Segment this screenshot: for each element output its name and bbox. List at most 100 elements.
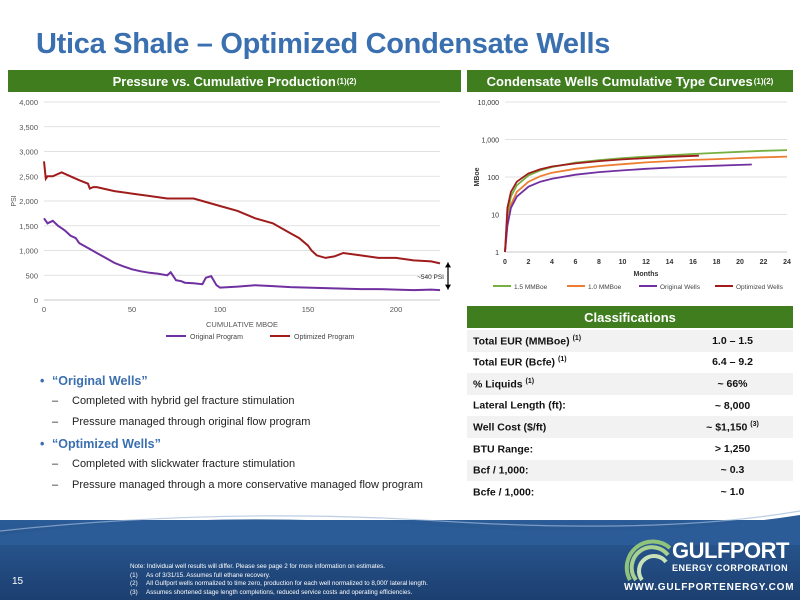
classification-value-text: > 1,250 <box>714 442 751 455</box>
y-tick-label: 2,500 <box>19 172 38 181</box>
classification-label-text: % Liquids <box>473 378 526 391</box>
footnote-1-text: As of 3/31/15. Assumes full ethane recov… <box>146 571 271 579</box>
bullet-optimized-item-2: Pressure managed through a more conserva… <box>52 479 452 491</box>
classification-row: Total EUR (MMBoe) (1) 1.0 – 1.5 <box>467 330 793 352</box>
y-tick-label: 10,000 <box>478 100 500 107</box>
bullet-optimized-title: “Optimized Wells” <box>40 437 452 451</box>
y-tick-label: 100 <box>487 175 499 182</box>
annotation-arrow-head-bottom <box>445 284 451 290</box>
classification-row: Lateral Length (ft): ~ 8,000 <box>467 395 793 417</box>
bullet-original-item-2: Pressure managed through original flow p… <box>52 416 452 428</box>
footnotes: Note: Individual well results will diffe… <box>130 563 600 597</box>
y-tick-label: 500 <box>25 271 38 280</box>
classifications-header-text: Classifications <box>584 309 676 325</box>
type-curve-header: Condensate Wells Cumulative Type Curves … <box>467 70 793 92</box>
y-tick-label: 3,000 <box>19 148 38 157</box>
footnote-intro: Note: Individual well results will diffe… <box>130 563 386 570</box>
legend-label: Optimized Wells <box>736 284 784 291</box>
y-tick-label: 1 <box>495 250 499 257</box>
bullet-original-item-1: Completed with hybrid gel fracture stimu… <box>52 395 452 407</box>
footnote-3-text: Assumes shortened stage length completio… <box>146 588 413 596</box>
x-tick-label: 22 <box>760 259 768 266</box>
classification-value: 1.0 – 1.5 <box>672 330 793 352</box>
legend-label: Original Wells <box>660 284 701 291</box>
x-tick-label: 0 <box>503 259 507 266</box>
footnote-3: (3) Assumes shortened stage length comple… <box>130 589 600 598</box>
pressure-chart-header: Pressure vs. Cumulative Production (1)(2) <box>8 70 461 92</box>
series-line-original-wells <box>504 163 752 253</box>
classification-label-text: Total EUR (MMBoe) <box>473 335 570 348</box>
series-line-1-0-mmboe <box>504 155 788 253</box>
pressure-chart-header-text: Pressure vs. Cumulative Production <box>112 73 336 89</box>
classification-label: % Liquids (1) <box>467 373 672 395</box>
classification-value-text: ~ 8,000 <box>714 399 751 412</box>
x-tick-label: 8 <box>597 259 601 266</box>
classification-value: ~ $1,150 (3) <box>672 416 793 438</box>
x-tick-label: 16 <box>689 259 697 266</box>
classifications-table: Total EUR (MMBoe) (1) 1.0 – 1.5 Total EUR … <box>467 330 793 503</box>
classification-value-text: ~ 66% <box>717 377 748 390</box>
classification-value-text: 1.0 – 1.5 <box>712 334 753 347</box>
x-tick-label: 6 <box>574 259 578 266</box>
x-tick-label: 18 <box>713 259 721 266</box>
classification-label-text: BTU Range: <box>473 443 534 456</box>
x-tick-label: 12 <box>642 259 650 266</box>
legend-label: 1.5 MMBoe <box>514 284 548 291</box>
x-tick-label: 0 <box>42 305 46 314</box>
classification-label: Well Cost ($/ft) <box>467 416 672 438</box>
classification-value-text: ~ 1.0 <box>720 485 745 498</box>
series-line-original-program <box>43 217 441 292</box>
bullet-optimized-item-1: Completed with slickwater fracture stimu… <box>52 458 452 470</box>
classification-label: Bcfe / 1,000: <box>467 481 672 503</box>
annotation-arrow-head-top <box>445 262 451 268</box>
classification-value-text: ~ 0.3 <box>720 464 745 477</box>
logo-url: WWW.GULFPORTENERGY.COM <box>624 582 795 593</box>
series-line-optimized-wells <box>504 154 699 253</box>
classification-value: ~ 8,000 <box>672 395 793 417</box>
classifications-header: Classifications <box>467 306 793 328</box>
footnote-2-text: All Gulfport wells normalized to time ze… <box>146 580 428 588</box>
classification-label: Total EUR (MMBoe) (1) <box>467 330 672 352</box>
classification-label: BTU Range: <box>467 438 672 460</box>
bullet-list: “Original Wells” Completed with hybrid g… <box>40 374 452 500</box>
annotation-label: ~540 PSI <box>417 274 444 281</box>
y-tick-label: 10 <box>491 213 499 220</box>
classification-label-text: Total EUR (Bcfe) <box>473 356 556 369</box>
gulfport-logo-mark <box>624 539 672 582</box>
classification-value: ~ 66% <box>672 373 793 395</box>
classification-label-text: Bcfe / 1,000: <box>473 486 535 499</box>
x-tick-label: 4 <box>550 259 554 266</box>
classification-label-sup: (1) <box>525 377 535 385</box>
type-curve-header-text: Condensate Wells Cumulative Type Curves <box>486 73 753 89</box>
y-tick-label: 1,000 <box>481 138 499 145</box>
x-tick-label: 2 <box>527 259 531 266</box>
x-tick-label: 20 <box>736 259 744 266</box>
pressure-chart-header-sup: (1)(2) <box>336 76 357 86</box>
page-title: Utica Shale – Optimized Condensate Wells <box>36 28 611 60</box>
classification-value-text: 6.4 – 9.2 <box>712 356 753 369</box>
classification-label-sup: (1) <box>572 334 582 342</box>
classification-row: Bcf / 1,000: ~ 0.3 <box>467 459 793 482</box>
classification-value: > 1,250 <box>672 438 793 460</box>
y-axis-label: PSI <box>11 195 18 206</box>
classification-label: Lateral Length (ft): <box>467 395 672 417</box>
classification-label-sup: (1) <box>557 356 567 364</box>
footnote-2: (2) All Gulfport wells normalized to time… <box>130 580 600 589</box>
classification-label: Bcf / 1,000: <box>467 459 672 482</box>
x-axis-label: Months <box>634 271 659 278</box>
legend-label: 1.0 MMBoe <box>588 284 622 291</box>
footnote-1-num: (1) <box>130 571 138 579</box>
footnote-2-num: (2) <box>130 580 138 588</box>
classification-value-text: ~ $1,150 <box>706 421 751 434</box>
classification-value-sup: (3) <box>750 420 759 428</box>
y-tick-label: 0 <box>34 296 38 305</box>
x-tick-label: 150 <box>302 305 315 314</box>
logo-subtitle: ENERGY CORPORATION <box>672 563 789 573</box>
y-tick-label: 1,500 <box>19 222 38 231</box>
footnote-1: (1) As of 3/31/15. Assumes full ethane re… <box>130 572 600 581</box>
series-line-optimized-program <box>43 161 441 265</box>
classification-value: 6.4 – 9.2 <box>672 352 793 374</box>
classification-label-text: Well Cost ($/ft) <box>473 421 547 434</box>
